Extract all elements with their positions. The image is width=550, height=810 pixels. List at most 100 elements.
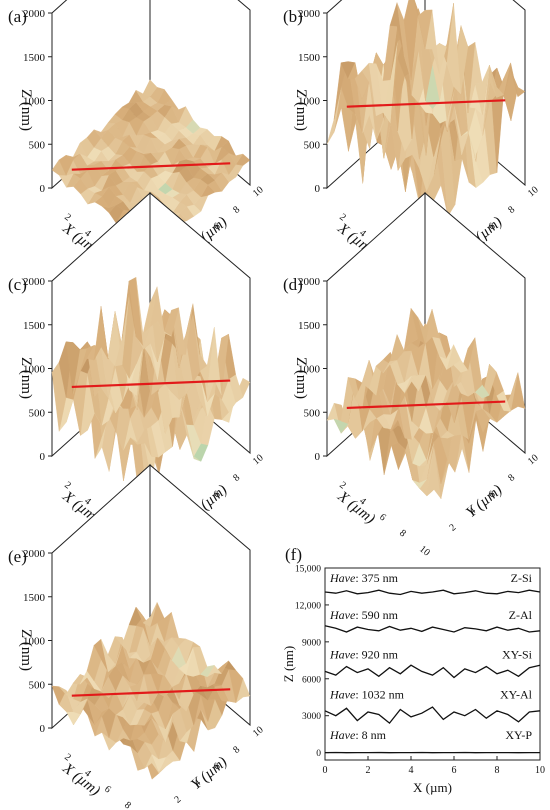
x-tick-label: 4 (357, 496, 368, 508)
z-axis-label: Z (nm) (293, 357, 309, 399)
x-tick-label: 6 (102, 784, 113, 796)
x-tick-label: 2 (62, 480, 73, 492)
z-tick-label: 2000 (298, 8, 321, 20)
y-tick-label: 8 (231, 204, 242, 216)
x-tick-label: 4 (82, 496, 93, 508)
y-tick-label: 10 (526, 452, 541, 467)
surface-cell (142, 79, 158, 97)
panel-label: (c) (8, 275, 27, 294)
y-tick-label: 6 (212, 221, 223, 233)
z-tick-label: 2000 (23, 8, 46, 20)
z-axis-label: Z (nm) (293, 89, 309, 131)
h-avg-label: Have: 1032 nm (329, 687, 405, 701)
panel-label-f: (f) (285, 545, 302, 564)
z-tick-label: 1000 (23, 96, 46, 108)
y-tick-label: 10 (251, 724, 266, 739)
y-tick-label: 0 (316, 749, 321, 759)
z-tick-label: 500 (29, 407, 46, 419)
surface-cell (417, 309, 433, 344)
h-avg-label: Have: 375 nm (329, 571, 399, 585)
series-name-label: Z-Si (511, 571, 533, 585)
y-tick-label: 6 (212, 489, 223, 501)
h-avg-label: Have: 8 nm (329, 728, 387, 742)
z-tick-label: 2000 (23, 548, 46, 560)
x-tick-label: 2 (62, 212, 73, 224)
x-tick-label: 2 (337, 212, 348, 224)
y-tick-label: 4 (467, 505, 478, 517)
y-tick-label: 6000 (302, 675, 321, 685)
x-tick-label: 8 (122, 800, 133, 810)
y-axis-label: Y (µm) (463, 482, 505, 521)
x-tick-label: 10 (417, 544, 432, 559)
x-tick-label: 2 (366, 765, 371, 776)
h-avg-label: Have: 590 nm (329, 608, 399, 622)
z-tick-label: 1500 (298, 320, 321, 332)
series-line (324, 664, 541, 679)
z-axis-label: Z (nm) (18, 357, 34, 399)
series-line (324, 706, 541, 725)
z-tick-label: 1000 (23, 636, 46, 648)
h-avg-label: Have: 920 nm (329, 647, 399, 661)
z-tick-label: 1000 (298, 96, 321, 108)
z-axis-label: Z (nm) (18, 629, 34, 671)
z-tick-label: 1000 (298, 364, 321, 376)
x-tick-label: 0 (323, 765, 328, 776)
z-tick-label: 0 (40, 183, 46, 195)
profile-line (71, 688, 231, 697)
series-line (324, 625, 541, 633)
profile-chart: (f) 0 3000 6000 9000 12,000 15,000 0 2 4 6 8 10 X (µm… (281, 545, 545, 795)
y-tick-label: 10 (251, 184, 266, 199)
plot-frame (324, 567, 541, 761)
surface-cell (142, 602, 158, 628)
x-axis-label: X (µm) (334, 488, 378, 527)
panel-label: (b) (283, 7, 303, 26)
profile-line (346, 400, 506, 410)
surface-mesh (326, 308, 526, 500)
y-tick-label: 9000 (302, 638, 321, 648)
y-tick-label: 2 (172, 794, 183, 806)
x-tick-label: 4 (409, 765, 414, 776)
surface-cell (142, 286, 158, 335)
z-tick-label: 0 (315, 183, 321, 195)
x-axis-title: X (µm) (413, 780, 452, 795)
y-tick-label: 10 (251, 452, 266, 467)
panel-label: (a) (8, 7, 27, 26)
z-tick-label: 2000 (23, 276, 46, 288)
y-tick-label: 8 (506, 472, 517, 484)
y-tick-label: 6 (487, 489, 498, 501)
y-tick-label: 3000 (302, 712, 321, 722)
x-tick-label: 6 (377, 512, 388, 524)
y-tick-label: 8 (231, 472, 242, 484)
z-tick-label: 0 (315, 451, 321, 463)
x-tick-label: 4 (357, 228, 368, 240)
x-tick-label: 4 (82, 768, 93, 780)
series-name-label: XY-Al (500, 687, 533, 701)
z-tick-label: 500 (304, 407, 321, 419)
z-axis-label: Z (nm) (18, 89, 34, 131)
series-name-label: XY-P (505, 728, 532, 742)
profile-line (71, 379, 231, 389)
series-line (324, 589, 541, 596)
z-tick-label: 0 (40, 723, 46, 735)
surface-cell (65, 711, 81, 726)
x-tick-label: 10 (535, 765, 545, 776)
x-tick-label: 2 (337, 480, 348, 492)
profile-line (346, 99, 506, 108)
x-tick-label: 4 (82, 228, 93, 240)
y-tick-label: 12,000 (295, 601, 321, 611)
surface-mesh (51, 601, 251, 780)
y-tick-label: 15,000 (295, 565, 321, 575)
series-name-label: Z-Al (509, 608, 533, 622)
panel-label: (d) (283, 275, 303, 294)
y-axis-title: Z (nm) (281, 646, 296, 682)
z-tick-label: 500 (29, 139, 46, 151)
surface-cell (417, 9, 433, 50)
x-axis-label: X (µm) (59, 760, 103, 799)
x-tick-label: 2 (62, 752, 73, 764)
